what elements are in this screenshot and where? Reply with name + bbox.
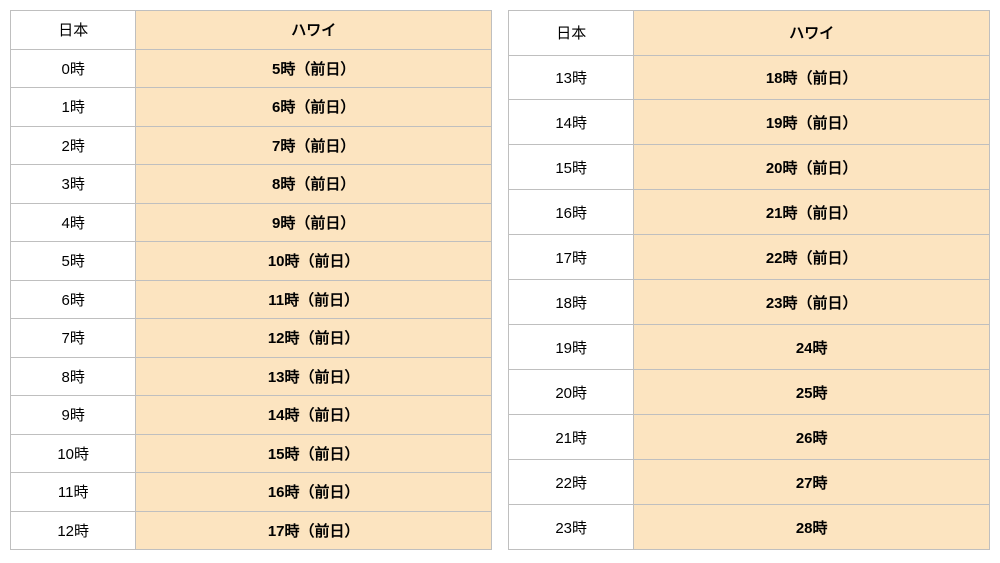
cell-hawaii: 24時 (634, 325, 990, 370)
cell-japan: 11時 (11, 473, 136, 512)
cell-japan: 5時 (11, 242, 136, 281)
cell-hawaii: 21時（前日） (634, 190, 990, 235)
cell-japan: 21時 (509, 415, 634, 460)
table-row: 7時12時（前日） (11, 319, 492, 358)
cell-japan: 19時 (509, 325, 634, 370)
table-row: 15時20時（前日） (509, 145, 990, 190)
cell-hawaii: 14時（前日） (136, 396, 492, 435)
cell-japan: 10時 (11, 434, 136, 473)
table-row: 23時28時 (509, 505, 990, 550)
table-row: 19時24時 (509, 325, 990, 370)
table-row: 14時19時（前日） (509, 100, 990, 145)
cell-hawaii: 11時（前日） (136, 280, 492, 319)
cell-hawaii: 18時（前日） (634, 55, 990, 100)
table-row: 18時23時（前日） (509, 280, 990, 325)
table-row: 3時8時（前日） (11, 165, 492, 204)
cell-hawaii: 25時 (634, 370, 990, 415)
cell-japan: 16時 (509, 190, 634, 235)
cell-hawaii: 20時（前日） (634, 145, 990, 190)
table-row: 9時14時（前日） (11, 396, 492, 435)
table-row: 17時22時（前日） (509, 235, 990, 280)
table-row: 5時10時（前日） (11, 242, 492, 281)
cell-japan: 20時 (509, 370, 634, 415)
header-japan: 日本 (509, 11, 634, 56)
cell-japan: 8時 (11, 357, 136, 396)
table-row: 8時13時（前日） (11, 357, 492, 396)
cell-hawaii: 22時（前日） (634, 235, 990, 280)
cell-japan: 22時 (509, 460, 634, 505)
table-row: 16時21時（前日） (509, 190, 990, 235)
table-row: 13時18時（前日） (509, 55, 990, 100)
table-row: 4時9時（前日） (11, 203, 492, 242)
cell-hawaii: 16時（前日） (136, 473, 492, 512)
cell-hawaii: 5時（前日） (136, 49, 492, 88)
cell-hawaii: 19時（前日） (634, 100, 990, 145)
cell-hawaii: 8時（前日） (136, 165, 492, 204)
cell-hawaii: 28時 (634, 505, 990, 550)
table-row: 11時16時（前日） (11, 473, 492, 512)
table-row: 2時7時（前日） (11, 126, 492, 165)
cell-japan: 17時 (509, 235, 634, 280)
header-japan: 日本 (11, 11, 136, 50)
table-row: 21時26時 (509, 415, 990, 460)
table-body-right: 13時18時（前日） 14時19時（前日） 15時20時（前日） 16時21時（… (509, 55, 990, 550)
table-row: 0時5時（前日） (11, 49, 492, 88)
cell-japan: 18時 (509, 280, 634, 325)
table-row: 22時27時 (509, 460, 990, 505)
cell-hawaii: 27時 (634, 460, 990, 505)
cell-japan: 13時 (509, 55, 634, 100)
cell-japan: 0時 (11, 49, 136, 88)
cell-hawaii: 15時（前日） (136, 434, 492, 473)
table-body-left: 0時5時（前日） 1時6時（前日） 2時7時（前日） 3時8時（前日） 4時9時… (11, 49, 492, 550)
cell-japan: 15時 (509, 145, 634, 190)
table-row: 12時17時（前日） (11, 511, 492, 550)
cell-hawaii: 10時（前日） (136, 242, 492, 281)
table-header-row: 日本 ハワイ (11, 11, 492, 50)
cell-japan: 23時 (509, 505, 634, 550)
cell-hawaii: 12時（前日） (136, 319, 492, 358)
cell-japan: 12時 (11, 511, 136, 550)
cell-hawaii: 9時（前日） (136, 203, 492, 242)
cell-japan: 14時 (509, 100, 634, 145)
cell-japan: 9時 (11, 396, 136, 435)
table-row: 1時6時（前日） (11, 88, 492, 127)
cell-japan: 7時 (11, 319, 136, 358)
timezone-table-left: 日本 ハワイ 0時5時（前日） 1時6時（前日） 2時7時（前日） 3時8時（前… (10, 10, 492, 550)
table-row: 10時15時（前日） (11, 434, 492, 473)
cell-japan: 6時 (11, 280, 136, 319)
cell-hawaii: 13時（前日） (136, 357, 492, 396)
header-hawaii: ハワイ (136, 11, 492, 50)
cell-hawaii: 7時（前日） (136, 126, 492, 165)
cell-hawaii: 6時（前日） (136, 88, 492, 127)
timezone-table-right: 日本 ハワイ 13時18時（前日） 14時19時（前日） 15時20時（前日） … (508, 10, 990, 550)
cell-japan: 2時 (11, 126, 136, 165)
table-row: 6時11時（前日） (11, 280, 492, 319)
cell-hawaii: 26時 (634, 415, 990, 460)
header-hawaii: ハワイ (634, 11, 990, 56)
cell-hawaii: 17時（前日） (136, 511, 492, 550)
cell-hawaii: 23時（前日） (634, 280, 990, 325)
tables-container: 日本 ハワイ 0時5時（前日） 1時6時（前日） 2時7時（前日） 3時8時（前… (10, 10, 990, 550)
cell-japan: 3時 (11, 165, 136, 204)
table-header-row: 日本 ハワイ (509, 11, 990, 56)
cell-japan: 1時 (11, 88, 136, 127)
cell-japan: 4時 (11, 203, 136, 242)
table-row: 20時25時 (509, 370, 990, 415)
